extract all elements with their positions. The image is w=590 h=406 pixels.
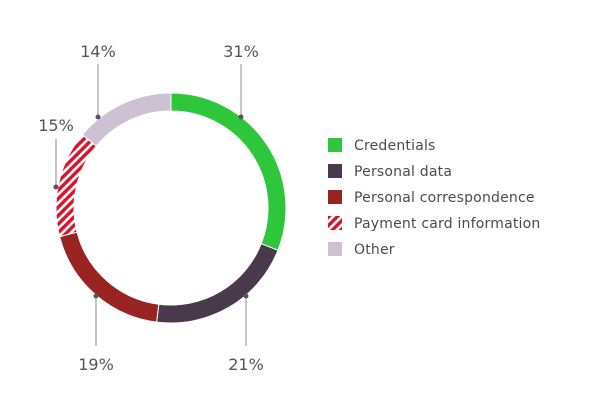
legend-swatch-payment-card-information — [328, 216, 342, 230]
slice-personal-correspondence — [59, 231, 160, 323]
callout-dot-personal-data — [243, 293, 249, 299]
data-label-personal-correspondence: 19% — [78, 355, 114, 374]
legend-label-payment-card-information: Payment card information — [354, 216, 540, 232]
legend-label-personal-data: Personal data — [354, 164, 452, 180]
callout-dot-personal-correspondence — [93, 293, 99, 299]
slice-other — [81, 92, 172, 147]
legend-label-credentials: Credentials — [354, 138, 436, 154]
legend-swatch-credentials — [328, 138, 342, 152]
legend-swatch-personal-correspondence — [328, 190, 342, 204]
data-label-personal-data: 21% — [228, 355, 264, 374]
slice-payment-card-information — [55, 133, 97, 238]
data-label-payment-card-information: 15% — [38, 116, 74, 135]
legend-swatch-other — [328, 242, 342, 256]
slices-group — [55, 92, 287, 324]
callout-dot-payment-card-information — [53, 184, 59, 190]
callout-dot-credentials — [238, 114, 244, 120]
legend-label-personal-correspondence: Personal correspondence — [354, 190, 535, 206]
callouts-group: 31% 21% 19% 15% 14% — [38, 42, 264, 374]
slice-credentials — [170, 92, 287, 251]
slice-personal-data — [156, 243, 279, 324]
legend-swatch-personal-data — [328, 164, 342, 178]
data-label-credentials: 31% — [223, 42, 259, 61]
data-label-other: 14% — [80, 42, 116, 61]
callout-dot-other — [95, 114, 101, 120]
legend: Credentials Personal data Personal corresp… — [328, 138, 540, 258]
legend-label-other: Other — [354, 242, 395, 258]
